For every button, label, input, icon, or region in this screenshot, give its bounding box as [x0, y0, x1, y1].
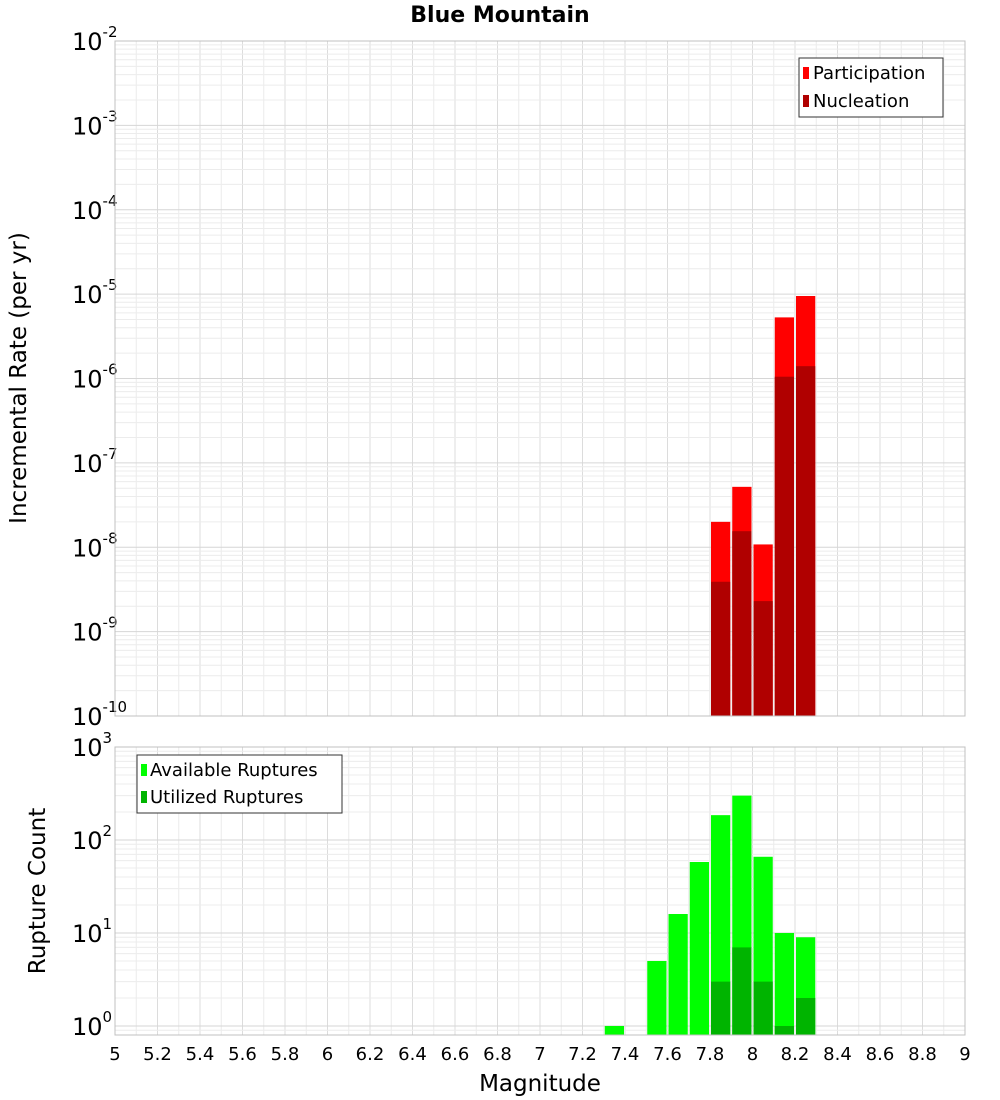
bar-utilized-ruptures	[774, 1025, 794, 1035]
x-tick-label: 8	[747, 1044, 758, 1065]
x-tick-label: 7.8	[696, 1044, 725, 1065]
legend-swatch-available	[141, 764, 147, 776]
legend-label-available: Available Ruptures	[150, 760, 318, 781]
top-legend-box	[798, 57, 944, 118]
top-y-tick-exponent: -5	[103, 276, 118, 294]
x-tick-label: 5.4	[186, 1044, 215, 1065]
top-panel-frame	[114, 40, 966, 717]
x-tick-label: 6	[322, 1044, 333, 1065]
x-axis-ticks: 5 5.2 5.4 5.6 5.8 6 6.2 6.4 6.6 6.8 7 7.2 7.4 7.6 7.8 8…	[109, 1044, 970, 1065]
legend-label-utilized: Utilized Ruptures	[150, 787, 303, 808]
x-tick-label: 8.8	[908, 1044, 937, 1065]
x-tick-label: 6.6	[441, 1044, 470, 1065]
x-tick-label: 7.6	[653, 1044, 682, 1065]
top-y-tick-label: 10-2	[72, 23, 118, 56]
bottom-y-tick-exponent: 0	[103, 1008, 113, 1026]
x-axis-label: Magnitude	[479, 1071, 601, 1097]
x-tick-label: 5	[109, 1044, 120, 1065]
bar-available-ruptures	[604, 1025, 624, 1035]
top-y-tick-exponent: -4	[103, 192, 118, 210]
top-y-axis-label: Incremental Rate (per yr)	[6, 232, 32, 524]
x-tick-label: 8.6	[866, 1044, 895, 1065]
legend-swatch-utilized	[141, 791, 147, 803]
legend-label-participation: Participation	[813, 63, 925, 84]
bottom-panel-grid	[114, 746, 966, 1036]
x-tick-label: 5.6	[228, 1044, 257, 1065]
top-y-tick-exponent: -7	[103, 445, 118, 463]
top-y-tick-label: 10-10	[72, 698, 127, 731]
bar-nucleation	[732, 531, 752, 716]
x-tick-label: 8.4	[823, 1044, 852, 1065]
bar-available-ruptures	[711, 815, 731, 1035]
top-y-tick-label: 10-4	[72, 192, 118, 225]
top-y-tick-exponent: -3	[103, 107, 118, 125]
bottom-y-tick-label: 101	[72, 915, 112, 948]
bottom-panel-bars	[604, 795, 816, 1035]
bottom-y-tick-exponent: 1	[103, 915, 113, 933]
bottom-legend: Available Ruptures Utilized Ruptures	[136, 754, 343, 814]
bottom-y-axis-label: Rupture Count	[25, 808, 51, 974]
top-y-tick-exponent: -8	[103, 529, 118, 547]
x-tick-label: 6.2	[356, 1044, 385, 1065]
bottom-y-tick-label: 103	[72, 729, 112, 762]
x-tick-label: 6.4	[398, 1044, 427, 1065]
bar-available-ruptures	[774, 932, 794, 1035]
bottom-y-tick-label: 100	[72, 1008, 112, 1041]
bar-available-ruptures	[668, 914, 688, 1035]
bottom-legend-box	[136, 754, 343, 814]
bar-nucleation	[711, 581, 731, 716]
bottom-y-tick-exponent: 2	[103, 822, 113, 840]
top-y-tick-label: 10-3	[72, 107, 118, 140]
x-tick-label: 7	[534, 1044, 545, 1065]
bottom-panel-frame	[114, 746, 966, 1036]
top-y-tick-label: 10-8	[72, 529, 118, 562]
top-panel-grid	[114, 40, 966, 717]
x-tick-label: 9	[959, 1044, 970, 1065]
legend-swatch-nucleation	[803, 95, 809, 107]
top-y-tick-exponent: -9	[103, 614, 118, 632]
legend-label-nucleation: Nucleation	[813, 91, 909, 112]
x-tick-label: 6.8	[483, 1044, 512, 1065]
bottom-y-tick-label: 102	[72, 822, 112, 855]
top-y-tick-exponent: -6	[103, 361, 118, 379]
x-tick-label: 7.4	[611, 1044, 640, 1065]
bar-utilized-ruptures	[711, 981, 731, 1035]
top-panel-bars	[711, 296, 816, 716]
bar-utilized-ruptures	[753, 981, 773, 1035]
top-y-tick-label: 10-5	[72, 276, 118, 309]
bar-nucleation	[753, 601, 773, 716]
bar-available-ruptures	[689, 861, 709, 1035]
bottom-y-tick-exponent: 3	[103, 729, 113, 747]
bar-utilized-ruptures	[732, 947, 752, 1035]
bar-utilized-ruptures	[796, 997, 816, 1035]
x-tick-label: 5.2	[143, 1044, 172, 1065]
bar-available-ruptures	[647, 960, 667, 1035]
legend-swatch-participation	[803, 67, 809, 79]
x-tick-label: 8.2	[781, 1044, 810, 1065]
top-y-tick-label: 10-9	[72, 614, 118, 647]
bar-nucleation	[796, 366, 816, 716]
top-y-tick-label: 10-6	[72, 361, 118, 394]
x-tick-label: 7.2	[568, 1044, 597, 1065]
top-y-tick-label: 10-7	[72, 445, 118, 478]
bar-nucleation	[774, 376, 794, 716]
chart-title: Blue Mountain	[410, 3, 589, 28]
top-y-tick-exponent: -2	[103, 23, 118, 41]
x-tick-label: 5.8	[271, 1044, 300, 1065]
top-legend: Participation Nucleation	[798, 57, 944, 118]
